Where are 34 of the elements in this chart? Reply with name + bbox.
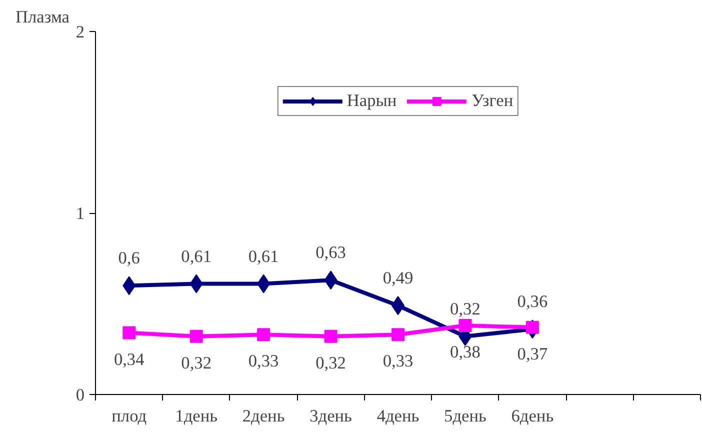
data-label: 0,6 (118, 248, 140, 268)
y-axis-title: Плазма (16, 8, 70, 26)
point (324, 330, 338, 343)
data-label: 0,32 (316, 353, 346, 372)
point (190, 330, 203, 343)
point (392, 328, 404, 342)
x-tick-label: 3день (310, 406, 352, 426)
data-label: 0,33 (382, 352, 414, 371)
point (458, 319, 472, 332)
point (257, 328, 270, 342)
x-tick-label: 6день (511, 406, 554, 426)
legend-label: Нарын (346, 91, 397, 111)
y-tick-label: 1 (76, 204, 85, 223)
x-tick-label: 4день (376, 406, 420, 426)
x-tick-label: 5день (444, 406, 486, 426)
x-tick-label: 2день (242, 406, 285, 426)
point (526, 320, 539, 334)
point (122, 326, 136, 340)
data-label: 0,61 (181, 246, 212, 266)
x-tick-label: плод (112, 406, 147, 426)
legend-label: Узген (472, 91, 514, 111)
data-label: 0,32 (450, 299, 480, 318)
data-label: 0,49 (382, 268, 414, 288)
x-tick-label: 1день (175, 406, 218, 426)
data-label: 0,38 (450, 342, 480, 362)
data-label: 0,36 (517, 292, 548, 312)
data-label: 0,32 (181, 353, 212, 372)
data-label: 0,33 (248, 352, 279, 371)
data-label: 0,61 (248, 246, 279, 266)
y-tick-label: 0 (76, 386, 85, 404)
data-label: 0,63 (316, 243, 346, 262)
data-label: 0,37 (517, 344, 548, 364)
data-label: 0,34 (114, 350, 145, 369)
y-tick-label: 2 (76, 22, 85, 42)
